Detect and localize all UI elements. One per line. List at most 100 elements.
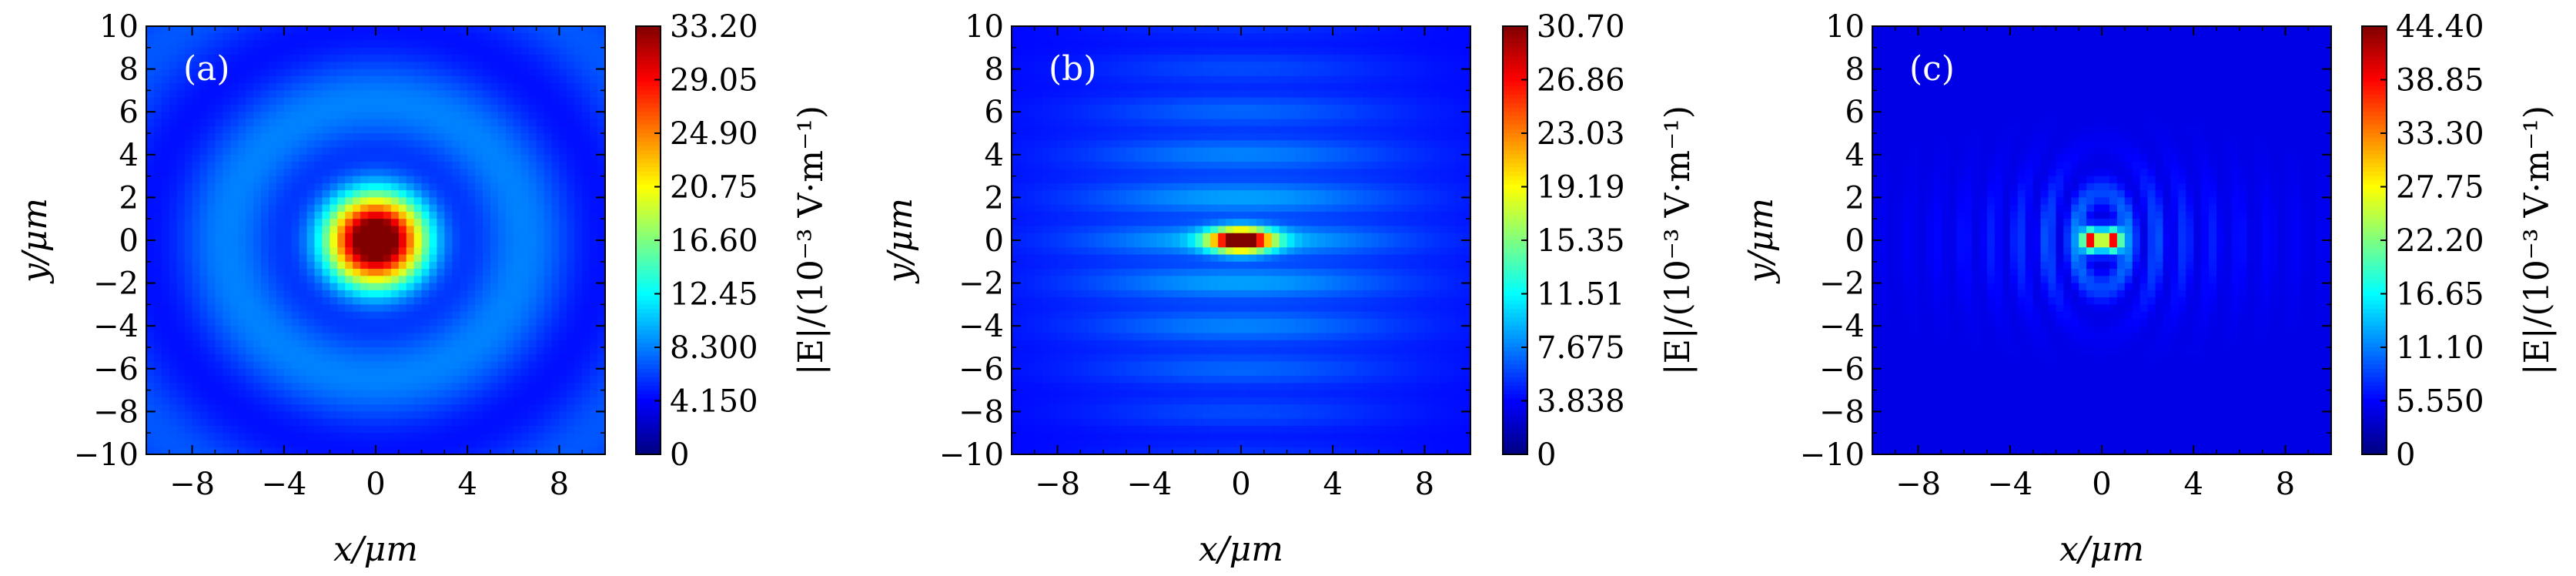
heatmap-cell (452, 90, 460, 99)
heatmap-cell (574, 240, 583, 248)
heatmap-cell (1195, 147, 1203, 156)
heatmap-cell (215, 204, 223, 213)
heatmap-cell (238, 269, 246, 276)
heatmap-cell (528, 197, 537, 206)
heatmap-cell (467, 326, 476, 334)
heatmap-cell (353, 75, 361, 84)
heatmap-cell (559, 376, 567, 383)
heatmap-cell (283, 333, 293, 341)
heatmap-cell (437, 211, 445, 219)
heatmap-cell (1172, 62, 1181, 70)
heatmap-cell (1012, 119, 1020, 127)
heatmap-cell (306, 40, 316, 49)
heatmap-cell (1424, 104, 1433, 112)
heatmap-cell (1088, 154, 1096, 162)
heatmap-cell (1263, 83, 1273, 91)
heatmap-cell (406, 90, 415, 99)
heatmap-cell (390, 247, 400, 256)
heatmap-cell (184, 190, 193, 198)
heatmap-cell (559, 254, 567, 263)
heatmap-cell (192, 83, 201, 91)
heatmap-cell (460, 418, 468, 427)
heatmap-cell (1218, 75, 1226, 84)
heatmap-cell (398, 283, 407, 291)
heatmap-cell (1019, 47, 1028, 55)
heatmap-cell (1179, 154, 1189, 162)
heatmap-cell (184, 397, 193, 405)
heatmap-cell (1386, 69, 1395, 77)
heatmap-cell (513, 211, 522, 219)
heatmap-cell (1333, 55, 1341, 62)
heatmap-cell (1103, 26, 1112, 34)
heatmap-cell (1172, 26, 1181, 34)
heatmap-cell (153, 261, 162, 270)
heatmap-cell (505, 418, 514, 427)
heatmap-cell (360, 433, 369, 441)
heatmap-cell (398, 69, 407, 77)
heatmap-cell (230, 383, 239, 391)
heatmap-cell (192, 397, 201, 405)
heatmap-cell (1248, 90, 1257, 99)
heatmap-cell (1103, 83, 1112, 91)
heatmap-cell (1149, 62, 1158, 70)
heatmap-cell (345, 311, 353, 320)
heatmap-cell (1195, 119, 1203, 127)
heatmap-cell (161, 183, 170, 191)
heatmap-cell (276, 75, 285, 84)
heatmap-cell (222, 347, 231, 355)
heatmap-cell (376, 411, 384, 420)
heatmap-cell (590, 126, 598, 134)
heatmap-cell (1042, 69, 1051, 77)
heatmap-cell (1179, 75, 1189, 84)
heatmap-cell (429, 269, 438, 276)
heatmap-cell (483, 390, 491, 398)
heatmap-cell (551, 176, 560, 184)
heatmap-cell (345, 297, 353, 305)
heatmap-cell (1340, 26, 1349, 34)
heatmap-cell (215, 47, 223, 55)
heatmap-cell (253, 226, 262, 234)
heatmap-cell (452, 254, 460, 263)
heatmap-cell (582, 40, 590, 49)
heatmap-cell (536, 162, 545, 169)
heatmap-cell (276, 119, 285, 127)
heatmap-cell (222, 154, 231, 162)
heatmap-cell (161, 90, 170, 99)
heatmap-cell (1156, 140, 1166, 149)
heatmap-cell (353, 247, 361, 256)
heatmap-cell (567, 397, 575, 405)
heatmap-cell (528, 376, 537, 383)
heatmap-cell (153, 83, 162, 91)
heatmap-cell (406, 126, 415, 134)
heatmap-cell (1088, 55, 1096, 62)
y-tick-label: 0 (119, 223, 139, 259)
heatmap-cell (1455, 126, 1464, 134)
heatmap-cell (153, 26, 162, 34)
heatmap-cell (169, 376, 178, 383)
heatmap-cell (215, 112, 223, 120)
heatmap-cell (306, 254, 316, 263)
heatmap-cell (1241, 40, 1250, 49)
heatmap-cell (253, 26, 262, 34)
heatmap-cell (299, 390, 308, 398)
heatmap-cell (1119, 47, 1127, 55)
heatmap-cell (161, 383, 170, 391)
heatmap-cell (413, 226, 423, 234)
heatmap-cell (582, 169, 590, 177)
heatmap-cell (421, 433, 430, 441)
heatmap-cell (1226, 112, 1234, 120)
heatmap-cell (536, 425, 545, 434)
heatmap-cell (590, 112, 598, 120)
heatmap-cell (1356, 33, 1364, 42)
heatmap-cell (597, 383, 606, 391)
heatmap-cell (199, 276, 209, 284)
heatmap-cell (1187, 83, 1196, 91)
heatmap-cell (1111, 97, 1119, 105)
colorbar-segment (636, 214, 661, 219)
heatmap-cell (536, 40, 545, 49)
heatmap-cell (567, 326, 575, 334)
heatmap-cell (330, 318, 338, 327)
heatmap-cell (238, 140, 246, 149)
heatmap-cell (567, 233, 575, 241)
heatmap-cell (1317, 97, 1326, 105)
